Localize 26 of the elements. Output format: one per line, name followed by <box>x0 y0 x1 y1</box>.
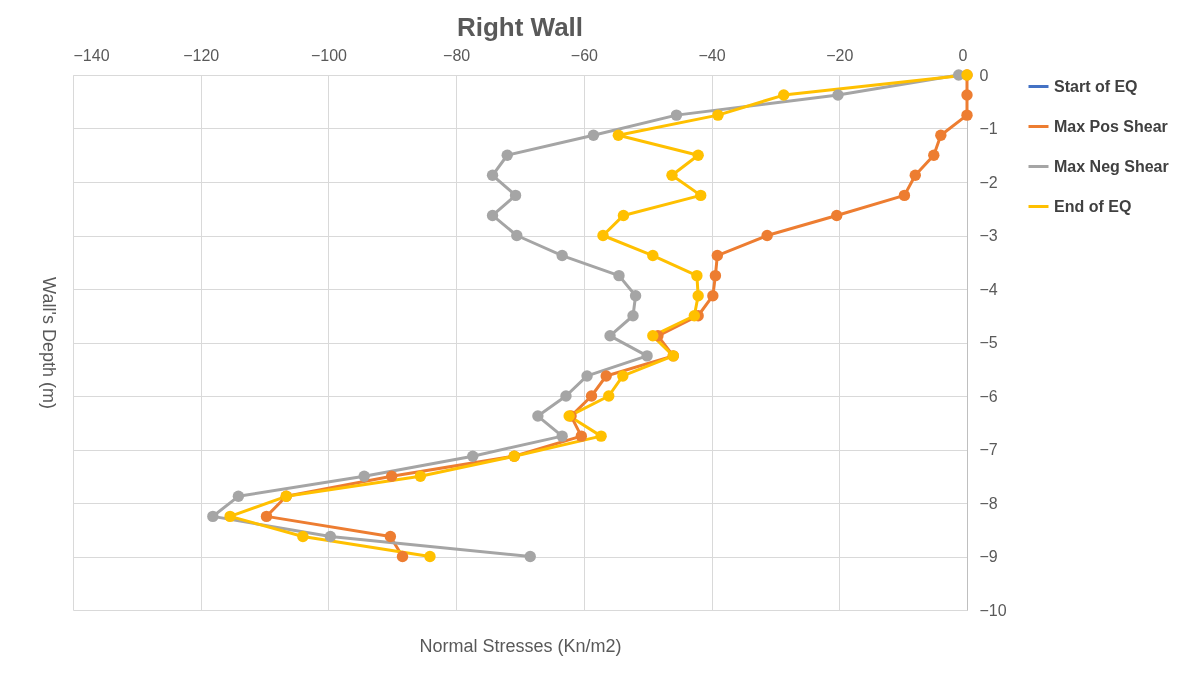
y-tick-label: 0 <box>979 66 989 84</box>
y-tick-label: −9 <box>979 548 998 565</box>
legend-label: Max Neg Shear <box>1054 157 1169 175</box>
x-tick-label: −40 <box>698 46 726 64</box>
y-tick-label: −3 <box>979 227 998 244</box>
legend-label: Start of EQ <box>1054 77 1138 95</box>
x-tick-label: −120 <box>183 46 220 64</box>
x-tick-label: −60 <box>570 46 599 64</box>
chart-title: Right Wall <box>456 12 584 42</box>
y-tick-label: −2 <box>979 173 998 191</box>
y-tick-label: −7 <box>979 441 998 458</box>
y-tick-label: −10 <box>979 601 1007 619</box>
x-tick-label: −140 <box>73 46 110 64</box>
legend-label: Max Pos Shear <box>1054 117 1168 135</box>
y-tick-label: −8 <box>979 494 998 512</box>
y-tick-label: −5 <box>979 334 998 351</box>
y-tick-label: −4 <box>979 280 998 298</box>
y-tick-label: −1 <box>979 120 998 137</box>
x-tick-label: −100 <box>310 46 348 64</box>
y-tick-label: −6 <box>979 387 998 405</box>
legend-label: End of EQ <box>1054 197 1132 215</box>
y-axis-title: Wall's Depth (m) <box>38 277 59 409</box>
x-tick-label: 0 <box>958 46 968 64</box>
x-axis-title: Normal Stresses (Kn/m2) <box>419 635 622 656</box>
x-tick-label: −20 <box>826 46 854 64</box>
x-tick-label: −80 <box>443 46 471 64</box>
